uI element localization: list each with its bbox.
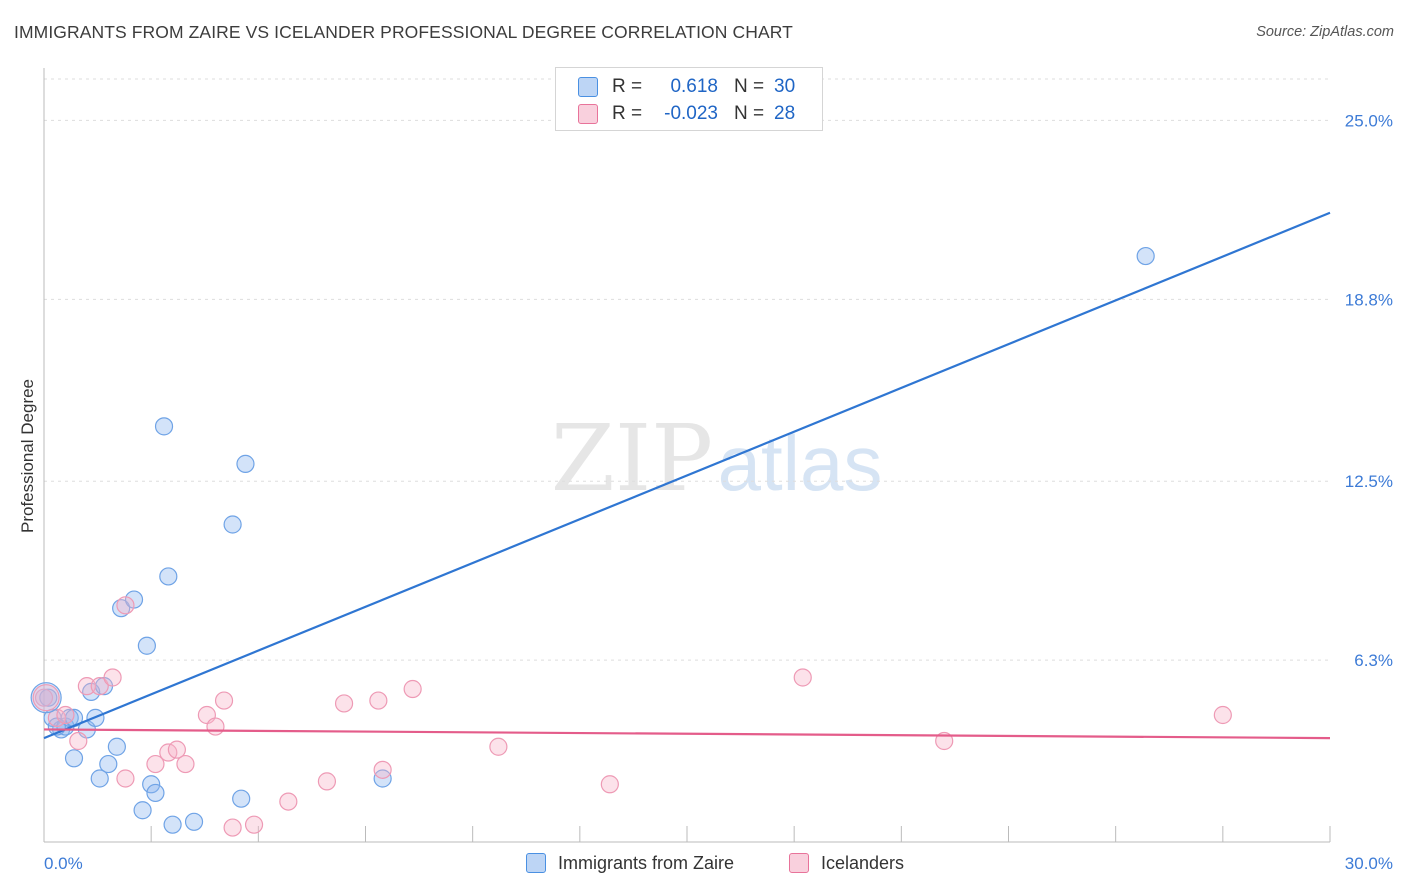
icelander-point — [223, 818, 242, 837]
zaire-point — [163, 815, 182, 834]
zaire-legend-icon — [526, 853, 546, 873]
y-tick-label: 12.5% — [1345, 472, 1393, 491]
zaire-point — [90, 769, 109, 788]
icelander-point — [373, 760, 392, 779]
zaire-point — [146, 783, 165, 803]
legend-item-zaire[interactable]: Immigrants from Zaire — [526, 852, 766, 878]
zaire-point — [1136, 246, 1155, 266]
icelander-point — [69, 731, 88, 751]
r-label: R = — [612, 103, 643, 124]
zaire-swatch-icon — [578, 77, 598, 97]
zaire-cluster-point — [30, 682, 62, 714]
icelander-point — [214, 691, 234, 710]
icelander-point — [77, 677, 96, 696]
icelander-point — [244, 815, 264, 834]
zaire-point — [223, 515, 242, 534]
icelander-point — [116, 596, 135, 615]
icelander-point — [206, 717, 225, 736]
zaire-trend-line — [43, 211, 1331, 740]
icelander-point — [334, 694, 354, 713]
icelander-point — [489, 737, 508, 756]
icelander-trend-line — [43, 728, 1331, 740]
watermark-atlas: atlas — [718, 419, 883, 507]
icelander-point — [1213, 705, 1232, 725]
legend-label-icelanders: Icelanders — [821, 853, 905, 873]
icelander-point — [34, 688, 54, 707]
x-tick-label: 0.0% — [44, 854, 83, 873]
y-tick-label: 25.0% — [1345, 111, 1393, 130]
watermark-zip: ZIP — [551, 405, 713, 512]
r-label: R = — [612, 76, 643, 97]
zaire-point — [99, 754, 118, 774]
icelanders-swatch-icon — [578, 104, 598, 124]
x-tick-label: 30.0% — [1345, 854, 1393, 873]
zaire-point — [236, 454, 255, 473]
icelander-point — [369, 691, 388, 710]
zaire-point — [107, 737, 126, 756]
y-axis-label: Professional Degree — [18, 378, 37, 534]
n-label: N = — [734, 103, 765, 124]
icelander-point — [103, 668, 122, 687]
icelander-point — [56, 705, 75, 725]
source-label: Source: ZipAtlas.com — [1256, 24, 1394, 40]
icelander-point — [116, 769, 135, 788]
icelander-cluster-point — [32, 684, 60, 712]
icelander-point — [600, 775, 619, 794]
zaire-point — [64, 749, 84, 768]
icelander-point — [403, 679, 422, 699]
r-value: -0.023 — [664, 103, 718, 124]
icelander-point — [90, 677, 109, 696]
y-tick-label: 6.3% — [1354, 651, 1393, 670]
n-value: 30 — [774, 76, 796, 97]
chart-title: IMMIGRANTS FROM ZAIRE VS ICELANDER PROFE… — [14, 22, 793, 42]
zaire-point — [133, 801, 152, 820]
zaire-point — [39, 688, 58, 707]
icelander-point — [167, 740, 186, 759]
stats-legend: R = 0.618 N = 30 R = -0.023 N = 28 — [555, 67, 823, 131]
icelander-point — [279, 792, 298, 811]
zaire-point — [142, 775, 161, 794]
icelander-point — [317, 772, 337, 791]
legend-label-zaire: Immigrants from Zaire — [558, 853, 735, 873]
legend-item-icelanders[interactable]: Icelanders — [789, 852, 929, 878]
r-value: 0.618 — [670, 76, 718, 97]
zaire-point — [232, 789, 251, 808]
zaire-point — [137, 636, 156, 655]
y-tick-label: 18.8% — [1345, 290, 1393, 309]
zaire-point — [154, 417, 174, 436]
icelander-point — [176, 754, 195, 774]
icelander-point — [793, 668, 812, 687]
n-label: N = — [734, 76, 765, 97]
icelander-point — [146, 754, 165, 774]
zaire-point — [159, 567, 178, 586]
n-value: 28 — [774, 103, 796, 124]
icelander-point — [935, 731, 954, 751]
icelanders-legend-icon — [789, 853, 809, 873]
zaire-point — [184, 812, 204, 831]
